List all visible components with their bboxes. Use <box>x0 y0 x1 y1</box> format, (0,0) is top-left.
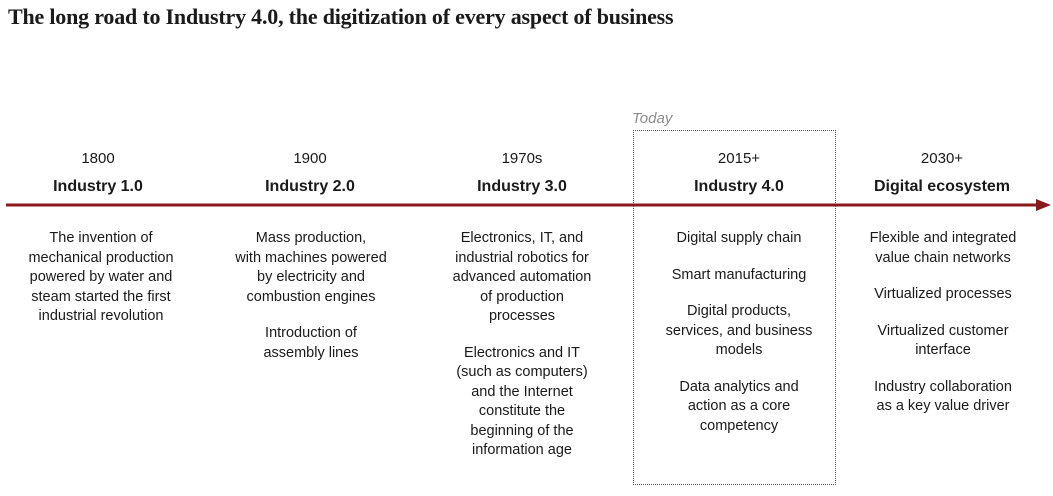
stage-year: 1800 <box>81 150 115 167</box>
description-item: Flexible and integrated value chain netw… <box>846 229 1040 268</box>
today-highlight-box <box>633 130 836 485</box>
stage-description-industry-3: Electronics, IT, and industrial robotics… <box>430 229 614 461</box>
description-item: Virtualized customer interface <box>846 322 1040 361</box>
stage-year: 2015+ <box>717 150 761 167</box>
stage-description-industry-4: Digital supply chain Smart manufacturing… <box>638 229 840 436</box>
description-line: combustion engines <box>246 288 376 305</box>
stage-header-industry-2: 1900 Industry 2.0 <box>220 150 400 197</box>
description-line: Flexible and integrated <box>869 230 1017 246</box>
description-line: as a key value driver <box>876 398 1010 414</box>
description-line: value chain networks <box>875 249 1011 266</box>
description-line: Mass production, <box>255 230 367 246</box>
description-item: Electronics and IT (such as computers) a… <box>430 344 614 461</box>
description-line: Introduction of <box>265 325 357 341</box>
description-item: Industry collaboration as a key value dr… <box>846 378 1040 417</box>
stage-year: 2030+ <box>920 150 964 167</box>
description-item: Virtualized processes <box>846 285 1040 305</box>
stage-name: Digital ecosystem <box>873 178 1011 195</box>
description-line: Virtualized customer <box>877 322 1009 339</box>
description-line: Digital supply chain <box>676 230 802 246</box>
description-line: beginning of the <box>470 422 574 439</box>
page-title: The long road to Industry 4.0, the digit… <box>8 4 674 29</box>
description-item: The invention of mechanical production p… <box>8 229 194 327</box>
description-line: constitute the <box>478 403 566 419</box>
description-line: powered by water and <box>29 269 173 285</box>
description-line: processes <box>488 308 556 324</box>
stage-header-digital-ecosystem: 2030+ Digital ecosystem <box>848 150 1036 197</box>
timeline-arrow <box>6 199 1051 211</box>
description-line: action as a core <box>687 398 791 414</box>
description-line: and the Internet <box>471 383 573 400</box>
description-line: industrial revolution <box>38 308 164 324</box>
stage-name: Industry 3.0 <box>477 178 567 195</box>
today-label: Today <box>632 110 673 127</box>
description-item: Electronics, IT, and industrial robotics… <box>430 229 614 327</box>
description-item: Digital products, services, and business… <box>638 302 840 361</box>
description-line: Virtualized processes <box>874 286 1012 302</box>
stage-header-industry-1: 1800 Industry 1.0 <box>8 150 188 197</box>
description-line: interface <box>915 342 971 358</box>
description-item: Introduction of assembly lines <box>215 324 407 363</box>
stage-name: Industry 1.0 <box>53 178 143 195</box>
stage-name: Industry 4.0 <box>694 178 784 195</box>
stage-name: Industry 2.0 <box>265 178 355 195</box>
stage-year: 1900 <box>293 150 327 167</box>
description-item: Smart manufacturing <box>638 266 840 286</box>
description-line: by electricity and <box>257 269 365 285</box>
description-line: models <box>715 342 763 358</box>
stage-description-industry-2: Mass production, with machines powered b… <box>215 229 407 363</box>
description-line: services, and business <box>665 322 813 339</box>
stage-description-industry-1: The invention of mechanical production p… <box>8 229 194 327</box>
description-line: The invention of <box>49 230 153 246</box>
description-line: competency <box>699 417 779 434</box>
description-item: Data analytics and action as a core comp… <box>638 378 840 437</box>
description-line: (such as computers) <box>456 364 588 380</box>
description-line: Industry collaboration <box>874 378 1012 395</box>
description-line: Smart manufacturing <box>671 266 807 283</box>
description-line: information age <box>472 442 572 458</box>
description-line: Electronics and IT <box>463 344 581 361</box>
description-line: with machines powered <box>235 249 387 266</box>
description-line: Electronics, IT, and <box>460 230 584 246</box>
description-line: advanced automation <box>452 269 592 285</box>
stage-year: 1970s <box>501 150 543 167</box>
description-line: steam started the first <box>31 288 171 305</box>
description-line: Digital products, <box>687 303 791 319</box>
description-line: mechanical production <box>28 249 174 266</box>
stage-header-industry-3: 1970s Industry 3.0 <box>430 150 614 197</box>
stage-header-industry-4: 2015+ Industry 4.0 <box>640 150 838 197</box>
description-line: industrial robotics for <box>455 249 589 266</box>
timeline-arrowhead-icon <box>1036 199 1051 211</box>
description-line: of production <box>480 288 564 305</box>
description-line: assembly lines <box>263 344 359 361</box>
description-line: Data analytics and <box>679 378 799 395</box>
stage-description-digital-ecosystem: Flexible and integrated value chain netw… <box>846 229 1040 417</box>
description-item: Mass production, with machines powered b… <box>215 229 407 307</box>
description-item: Digital supply chain <box>638 229 840 249</box>
